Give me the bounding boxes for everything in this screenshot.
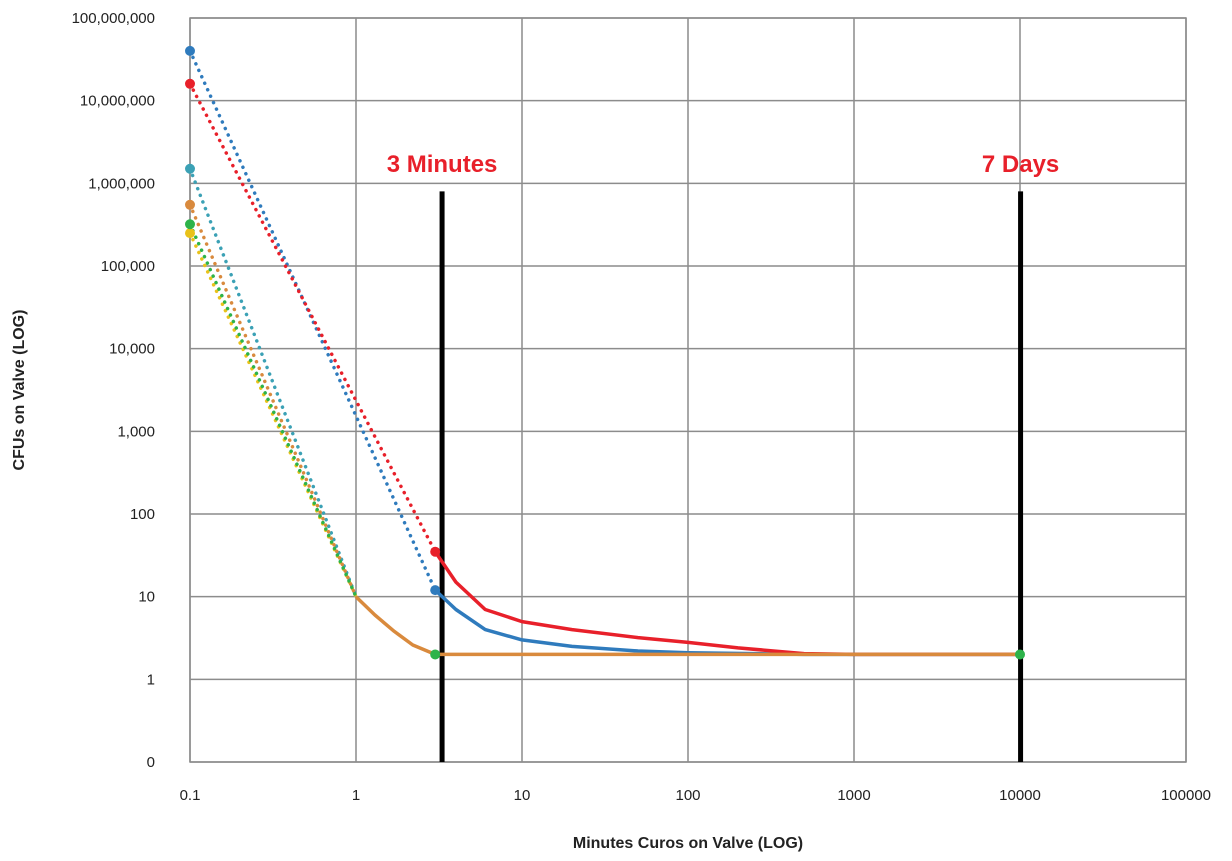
series-4-point-0 — [185, 219, 195, 230]
x-tick-label-3: 100 — [675, 787, 700, 804]
series-5-trend — [188, 203, 358, 599]
series-0-point-1 — [430, 585, 441, 596]
series-5-point-0 — [185, 199, 195, 210]
y-tick-label-8: 10,000,000 — [80, 93, 155, 110]
y-tick-label-4: 1,000 — [117, 423, 155, 440]
series-4-trend — [188, 222, 358, 599]
series-2-trend — [188, 167, 358, 599]
x-axis-title: Minutes Curos on Valve (LOG) — [573, 835, 803, 852]
series-1-point-1 — [430, 546, 441, 557]
series-0-trend — [188, 49, 437, 592]
y-tick-label-2: 10 — [138, 589, 155, 606]
x-tick-label-5: 10000 — [999, 787, 1041, 804]
x-tick-label-2: 10 — [514, 787, 531, 804]
x-tick-labels: 0.1 1 10 100 1000 10000 100000 — [180, 787, 1211, 804]
series-3-point-0 — [185, 228, 195, 239]
x-tick-label-6: 100000 — [1161, 787, 1211, 804]
series-4-point-1 — [430, 649, 441, 660]
y-axis-title: CFUs on Valve (LOG) — [11, 310, 28, 471]
y-tick-label-5: 10,000 — [109, 341, 155, 358]
y-tick-label-1: 1 — [147, 671, 155, 688]
annotation-0: 3 Minutes — [387, 151, 498, 178]
series-2-point-0 — [185, 163, 195, 174]
y-tick-label-0: 0 — [147, 754, 155, 771]
series-group — [185, 45, 1025, 660]
series-1-trend — [188, 82, 437, 554]
y-tick-label-6: 100,000 — [101, 258, 155, 275]
annotations: 3 Minutes 7 Days — [387, 151, 1060, 178]
y-tick-label-9: 100,000,000 — [72, 10, 155, 27]
series-5-line — [354, 595, 1020, 657]
series-0-point-0 — [185, 45, 195, 56]
y-tick-labels: 0 1 10 100 1,000 10,000 100,000 1,000,000 10,000… — [72, 10, 155, 771]
annotation-1: 7 Days — [982, 151, 1059, 178]
y-tick-label-3: 100 — [130, 506, 155, 523]
x-tick-label-0: 0.1 — [180, 787, 201, 804]
series-4-point-2 — [1015, 649, 1025, 660]
x-tick-label-4: 1000 — [837, 787, 870, 804]
reference-lines — [439, 191, 1024, 762]
x-tick-label-1: 1 — [352, 787, 360, 804]
series-1-point-0 — [185, 78, 195, 89]
y-tick-label-7: 1,000,000 — [88, 175, 155, 192]
